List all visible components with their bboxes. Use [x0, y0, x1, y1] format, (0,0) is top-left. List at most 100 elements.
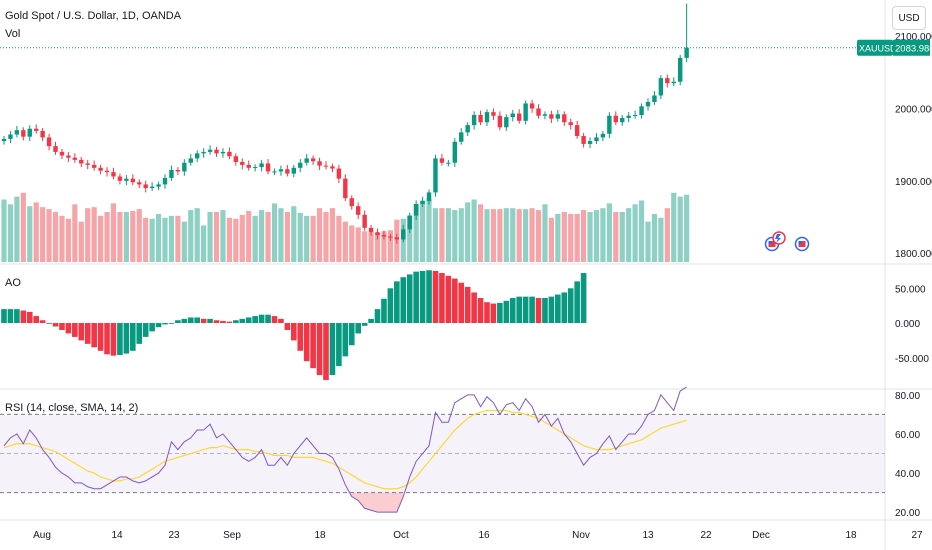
economic-event-icon: [768, 241, 776, 247]
ao-bar: [1, 309, 7, 324]
candle-body: [439, 158, 445, 163]
time-axis-label: Dec: [752, 530, 770, 541]
candle-body: [529, 103, 535, 109]
volume-bar: [561, 212, 567, 262]
rsi-axis-label: 60.00: [895, 430, 920, 441]
candle-body: [356, 206, 361, 215]
ao-bar: [303, 323, 310, 362]
volume-bar: [490, 209, 497, 262]
volume-bar: [40, 207, 46, 262]
ao-bar: [336, 323, 342, 367]
volume-bar: [207, 212, 213, 262]
ao-bar: [258, 314, 265, 324]
volume-bar: [110, 203, 117, 262]
candle-body: [72, 157, 78, 160]
ao-bar: [162, 323, 168, 325]
volume-bar: [33, 202, 39, 262]
volume-bar: [194, 208, 200, 262]
candle-body: [459, 132, 464, 142]
currency-button[interactable]: USD: [892, 6, 926, 30]
ao-bar: [207, 318, 213, 324]
volume-bar: [85, 208, 91, 262]
ao-bar: [509, 298, 516, 324]
candle-body: [91, 164, 97, 168]
volume-bar: [175, 215, 181, 262]
candle-body: [21, 130, 26, 137]
ao-bar: [522, 296, 529, 324]
volume-bar: [130, 211, 136, 262]
volume-bar: [265, 212, 271, 262]
volume-bar: [555, 213, 561, 262]
candle-body: [207, 149, 213, 152]
candle-body: [323, 165, 329, 167]
ao-bar: [110, 323, 117, 356]
rsi-line: [3, 386, 687, 513]
price-badge-symbol: XAUUSD: [859, 44, 897, 54]
candle-body: [626, 115, 631, 118]
ao-bar: [175, 320, 181, 324]
candle-body: [130, 178, 135, 183]
candle-body: [149, 186, 155, 189]
ao-bar: [97, 323, 104, 351]
volume-bar: [503, 208, 509, 262]
candle-body: [46, 137, 52, 147]
volume-bar: [542, 204, 548, 262]
volume-bar: [342, 221, 348, 262]
ao-bar: [33, 316, 39, 324]
candle-body: [175, 169, 181, 172]
candle-body: [272, 171, 277, 173]
volume-bar: [188, 210, 194, 262]
candle-body: [240, 162, 245, 165]
candle-body: [491, 112, 496, 116]
volume-bar: [136, 209, 142, 262]
candle-body: [375, 232, 380, 236]
volume-bar: [278, 208, 284, 262]
ao-bar: [149, 323, 155, 332]
candle-body: [304, 158, 309, 163]
candle-body: [504, 117, 509, 128]
ao-bar: [368, 318, 374, 324]
time-axis-label: Sep: [223, 530, 241, 541]
candle-body: [169, 169, 174, 178]
ao-axis-label: -50.000: [895, 354, 929, 365]
ao-bar: [291, 323, 297, 341]
candle-body: [510, 113, 515, 118]
economic-event-icon: [798, 241, 806, 247]
volume-bar: [606, 203, 612, 262]
candle-body: [265, 163, 271, 172]
candle-body: [665, 78, 670, 84]
time-axis-label: Oct: [393, 530, 409, 541]
candle-body: [433, 158, 438, 193]
ao-bar: [213, 320, 220, 324]
volume-bar: [46, 209, 52, 262]
candle-body: [600, 133, 606, 138]
candle-body: [188, 158, 193, 163]
volume-bar: [626, 208, 632, 262]
volume-bar: [316, 208, 323, 262]
candle-body: [53, 146, 58, 152]
rsi-ma-line: [3, 409, 687, 490]
candle-body: [574, 125, 580, 136]
ao-bar: [245, 317, 252, 324]
volume-bar: [407, 215, 413, 262]
volume-bar: [548, 217, 554, 262]
time-axis-label: 18: [314, 530, 326, 541]
ao-bar: [14, 309, 20, 324]
candle-body: [259, 163, 264, 168]
candle-body: [497, 115, 503, 128]
volume-bar: [181, 221, 187, 262]
ao-bar: [329, 323, 336, 376]
ao-bar: [342, 323, 349, 357]
candle-body: [143, 184, 148, 189]
ao-bar: [542, 298, 548, 324]
ao-bar: [374, 309, 381, 324]
volume-bar: [477, 204, 484, 262]
candle-body: [162, 177, 168, 185]
candle-body: [124, 178, 129, 181]
volume-bar: [413, 204, 419, 262]
candle-body: [182, 162, 187, 172]
candle-body: [59, 151, 65, 156]
candle-body: [195, 153, 200, 159]
candle-body: [607, 115, 612, 134]
